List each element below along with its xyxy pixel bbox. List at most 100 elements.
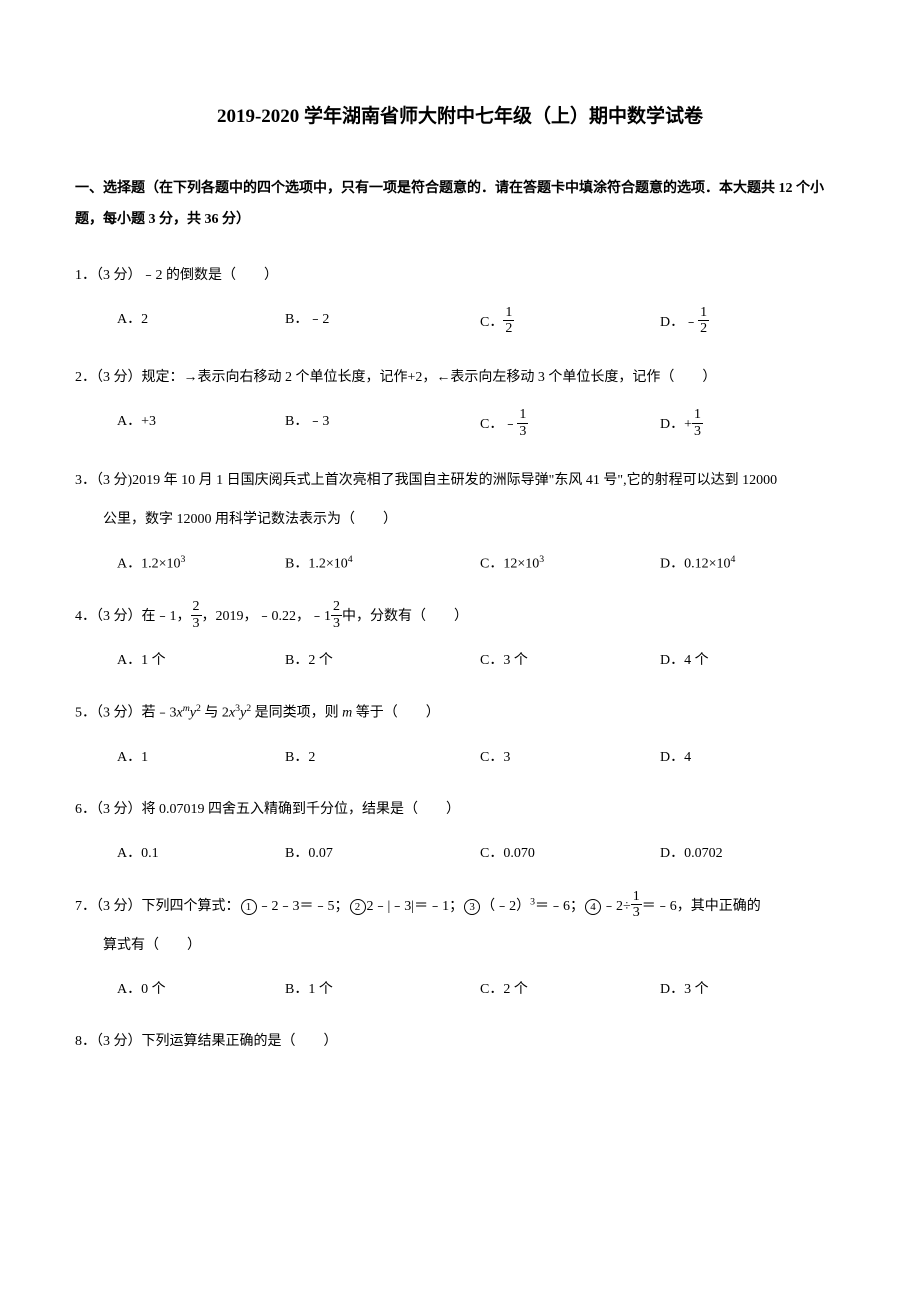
circled-1: 1 xyxy=(241,899,257,915)
q7-stem: 7．（3 分）下列四个算式：1﹣2﹣3＝﹣5；22﹣|﹣3|＝﹣1；3（﹣2）3… xyxy=(75,891,845,962)
q7-option-b: B．1 个 xyxy=(285,977,480,1002)
question-8: 8．（3 分）下列运算结果正确的是（ ） xyxy=(75,1027,845,1058)
q5-option-a: A．1 xyxy=(117,745,285,770)
q7-p3-post: ＝﹣6； xyxy=(535,899,584,914)
frac-num: 1 xyxy=(698,305,709,321)
frac-2-3: 23 xyxy=(331,599,342,631)
q6-option-a: A．0.1 xyxy=(117,841,285,866)
q5-stem-end: 等于（ ） xyxy=(352,706,440,721)
q4-stem-prefix: 4．（3 分）在﹣1， xyxy=(75,609,191,624)
frac-den: 3 xyxy=(631,905,642,920)
question-1: 1．（3 分）﹣2 的倒数是（ ） A．2 B．﹣2 C．12 D．﹣12 xyxy=(75,261,845,339)
section-header: 一、选择题（在下列各题中的四个选项中，只有一项是符合题意的．请在答题卡中填涂符合… xyxy=(75,174,845,236)
frac-num: 2 xyxy=(191,599,202,615)
q7-stem-prefix: 7．（3 分）下列四个算式： xyxy=(75,899,240,914)
q3-b-sup: 4 xyxy=(348,554,353,565)
q7-p4-pre: ﹣2÷ xyxy=(602,899,631,914)
q2-option-d: D．+13 xyxy=(660,409,703,441)
q5-options: A．1 B．2 C．3 D．4 xyxy=(75,745,845,770)
q5-sup-m: m xyxy=(183,703,190,714)
q3-option-d: D．0.12×104 xyxy=(660,551,735,577)
frac-den: 2 xyxy=(698,321,709,336)
q6-option-b: B．0.07 xyxy=(285,841,480,866)
q3-d-sup: 4 xyxy=(731,554,736,565)
q3-c-sup: 3 xyxy=(539,554,544,565)
question-4: 4．（3 分）在﹣1，23，2019，﹣0.22，﹣123中，分数有（ ） A．… xyxy=(75,601,845,673)
q2-option-a: A．+3 xyxy=(117,409,285,441)
q1-options: A．2 B．﹣2 C．12 D．﹣12 xyxy=(75,307,845,339)
q3-stem: 3．（3 分)2019 年 10 月 1 日国庆阅兵式上首次亮相了我国自主研发的… xyxy=(75,466,845,536)
circled-2: 2 xyxy=(350,899,366,915)
question-5: 5．（3 分）若﹣3xmy2 与 2x3y2 是同类项，则 m 等于（ ） A．… xyxy=(75,698,845,770)
q2-d-prefix: D．+ xyxy=(660,417,692,432)
q7-option-d: D．3 个 xyxy=(660,977,709,1002)
q2-option-b: B．﹣3 xyxy=(285,409,480,441)
q6-option-d: D．0.0702 xyxy=(660,841,723,866)
q1-c-prefix: C． xyxy=(480,315,503,330)
q4-stem-mid: ，2019，﹣0.22，﹣1 xyxy=(202,609,332,624)
q7-p4-post: ＝﹣6，其中正确的 xyxy=(642,899,761,914)
frac-2-3: 23 xyxy=(191,599,202,631)
question-6: 6．（3 分）将 0.07019 四舍五入精确到千分位，结果是（ ） A．0.1… xyxy=(75,795,845,866)
q1-option-a: A．2 xyxy=(117,307,285,339)
q1-option-d: D．﹣12 xyxy=(660,307,709,339)
page-title: 2019-2020 学年湖南省师大附中七年级（上）期中数学试卷 xyxy=(75,100,845,134)
q1-option-b: B．﹣2 xyxy=(285,307,480,339)
frac-1-3: 13 xyxy=(692,407,703,439)
q7-stem-line2: 算式有（ ） xyxy=(75,931,845,962)
q7-p3-pre: （﹣2） xyxy=(481,899,530,914)
frac-den: 3 xyxy=(517,424,528,439)
q7-option-c: C．2 个 xyxy=(480,977,660,1002)
q3-a-text: A．1.2×10 xyxy=(117,556,181,571)
q5-m2: m xyxy=(342,706,352,721)
q6-stem: 6．（3 分）将 0.07019 四舍五入精确到千分位，结果是（ ） xyxy=(75,795,845,826)
question-7: 7．（3 分）下列四个算式：1﹣2﹣3＝﹣5；22﹣|﹣3|＝﹣1；3（﹣2）3… xyxy=(75,891,845,1002)
frac-den: 3 xyxy=(692,424,703,439)
q3-option-c: C．12×103 xyxy=(480,551,660,577)
q3-c-text: C．12×10 xyxy=(480,556,539,571)
q5-option-b: B．2 xyxy=(285,745,480,770)
frac-den: 2 xyxy=(503,321,514,336)
q5-stem-suffix: 是同类项，则 xyxy=(251,706,342,721)
q3-d-text: D．0.12×10 xyxy=(660,556,731,571)
q5-option-c: C．3 xyxy=(480,745,660,770)
q2-stem: 2．（3 分）规定：→表示向右移动 2 个单位长度，记作+2，←表示向左移动 3… xyxy=(75,363,845,394)
circled-3: 3 xyxy=(464,899,480,915)
q1-option-c: C．12 xyxy=(480,307,660,339)
circled-4: 4 xyxy=(585,899,601,915)
q1-stem: 1．（3 分）﹣2 的倒数是（ ） xyxy=(75,261,845,292)
q4-stem: 4．（3 分）在﹣1，23，2019，﹣0.22，﹣123中，分数有（ ） xyxy=(75,601,845,633)
q4-option-c: C．3 个 xyxy=(480,648,660,673)
q4-option-d: D．4 个 xyxy=(660,648,709,673)
question-3: 3．（3 分)2019 年 10 月 1 日国庆阅兵式上首次亮相了我国自主研发的… xyxy=(75,466,845,576)
q5-stem: 5．（3 分）若﹣3xmy2 与 2x3y2 是同类项，则 m 等于（ ） xyxy=(75,698,845,729)
q7-option-a: A．0 个 xyxy=(117,977,285,1002)
frac-1-3: 13 xyxy=(631,889,642,921)
frac-den: 3 xyxy=(191,616,202,631)
q4-stem-suffix: 中，分数有（ ） xyxy=(342,609,468,624)
q1-d-prefix: D．﹣ xyxy=(660,315,698,330)
q7-p1: ﹣2﹣3＝﹣5； xyxy=(258,899,349,914)
frac-num: 2 xyxy=(331,599,342,615)
frac-den: 3 xyxy=(331,616,342,631)
q7-p2: 2﹣|﹣3|＝﹣1； xyxy=(367,899,464,914)
q3-options: A．1.2×103 B．1.2×104 C．12×103 D．0.12×104 xyxy=(75,551,845,577)
q3-stem-line1: 3．（3 分)2019 年 10 月 1 日国庆阅兵式上首次亮相了我国自主研发的… xyxy=(75,473,777,488)
q6-option-c: C．0.070 xyxy=(480,841,660,866)
frac-1-2: 12 xyxy=(698,305,709,337)
q3-option-a: A．1.2×103 xyxy=(117,551,285,577)
q2-option-c: C．﹣13 xyxy=(480,409,660,441)
q3-option-b: B．1.2×104 xyxy=(285,551,480,577)
question-2: 2．（3 分）规定：→表示向右移动 2 个单位长度，记作+2，←表示向左移动 3… xyxy=(75,363,845,441)
q3-a-sup: 3 xyxy=(181,554,186,565)
frac-1-3: 13 xyxy=(517,407,528,439)
q7-options: A．0 个 B．1 个 C．2 个 D．3 个 xyxy=(75,977,845,1002)
q5-stem-mid: 与 2 xyxy=(201,706,229,721)
q6-options: A．0.1 B．0.07 C．0.070 D．0.0702 xyxy=(75,841,845,866)
frac-num: 1 xyxy=(517,407,528,423)
q4-option-a: A．1 个 xyxy=(117,648,285,673)
frac-1-2: 12 xyxy=(503,305,514,337)
q2-options: A．+3 B．﹣3 C．﹣13 D．+13 xyxy=(75,409,845,441)
frac-num: 1 xyxy=(692,407,703,423)
q4-option-b: B．2 个 xyxy=(285,648,480,673)
